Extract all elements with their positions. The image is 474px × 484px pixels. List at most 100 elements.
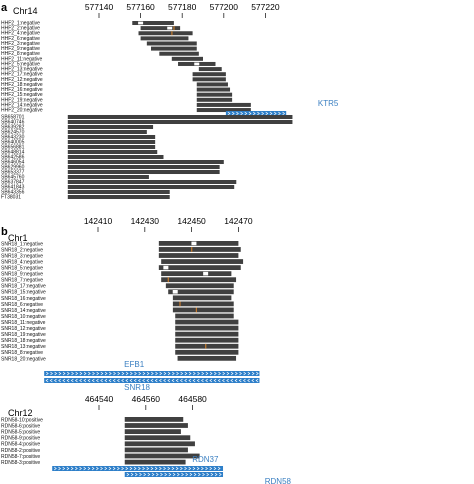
gene-arrow-left-icon <box>100 378 103 383</box>
gene-arrow-right-icon <box>222 371 226 376</box>
read-label: HHF2_16:negative <box>1 87 43 93</box>
gene-arrow-right-icon <box>87 371 91 376</box>
read-bar <box>196 82 228 87</box>
gene-arrow-right-icon <box>74 466 78 471</box>
axis-tick-label: 142430 <box>131 216 160 226</box>
gene-arrow-right-icon <box>142 371 146 376</box>
insertion-mark <box>191 241 197 246</box>
gene-arrow-right-icon <box>158 466 162 471</box>
read-label: HHF2_18:negative <box>1 82 43 88</box>
gene-arrow-right-icon <box>176 371 179 376</box>
gene-arrow-right-icon <box>116 466 120 471</box>
gene-arrow-right-icon <box>137 466 141 471</box>
read-label: SNR18_11:negative <box>1 320 46 326</box>
read-label: SNR18_2:negative <box>1 247 43 253</box>
gene-arrow-left-icon <box>150 378 154 383</box>
chromosome-label: Chr14 <box>13 6 38 16</box>
gene-arrow-right-icon <box>234 371 238 376</box>
gene-arrow-right-icon <box>244 111 248 116</box>
read-label: SNR18_8:negative <box>1 350 43 356</box>
gene-arrow-right-icon <box>159 371 163 376</box>
gene-arrow-right-icon <box>129 466 133 471</box>
read-bar <box>161 259 244 264</box>
gene-arrow-right-icon <box>58 371 62 376</box>
gene-arrow-right-icon <box>134 371 137 376</box>
gene-arrow-right-icon <box>58 466 61 471</box>
read-bar <box>172 307 234 313</box>
read-label: SB645760 <box>1 175 25 181</box>
read-label: HHF2_3:negative <box>1 41 40 47</box>
panel-b: b Chr1 142410 142430 142450 142470 SNR18_1:neg… <box>1 216 260 392</box>
insertion-mark <box>175 21 181 25</box>
gene-arrow-left-icon <box>83 378 87 383</box>
gene-arrow-left-icon <box>116 378 120 383</box>
gene-arrow-right-icon <box>248 111 252 116</box>
read-label: SB641843 <box>1 185 25 191</box>
read-label: HHF2_8:negative <box>1 51 40 57</box>
gene-arrow-left-icon <box>142 378 145 383</box>
read-bar <box>67 170 220 174</box>
gene-arrow-left-icon <box>234 378 238 383</box>
gene-arrow-right-icon <box>163 466 166 471</box>
gene-arrow-right-icon <box>62 466 66 471</box>
axis-tick-label: 577160 <box>126 2 155 12</box>
gene-track <box>52 466 224 471</box>
read-bar <box>67 130 147 134</box>
read-label: SB624570 <box>1 130 25 136</box>
read-bar <box>161 271 232 277</box>
gene-arrow-right-icon <box>53 466 57 471</box>
read-bar <box>161 277 237 283</box>
read-label: SB646054 <box>1 160 25 166</box>
read-bar <box>124 435 191 441</box>
chromosome-label: Chr12 <box>8 408 33 418</box>
gene-arrow-right-icon <box>154 466 158 471</box>
gene-label: SNR18 <box>124 383 150 392</box>
read-label: HHF2_2:negative <box>1 26 40 32</box>
gene-arrow-right-icon <box>227 111 231 116</box>
gene-arrow-right-icon <box>188 371 192 376</box>
gene-arrow-right-icon <box>126 472 130 477</box>
gene-arrow-right-icon <box>167 466 171 471</box>
gene-arrow-right-icon <box>176 472 180 477</box>
gene-arrow-right-icon <box>218 472 222 477</box>
read-bar <box>175 313 234 319</box>
gene-arrow-left-icon <box>158 378 162 383</box>
gene-arrow-left-icon <box>209 378 213 383</box>
gene-arrow-right-icon <box>138 371 142 376</box>
gene-arrow-left-icon <box>247 378 250 383</box>
mismatch-mark <box>167 277 169 283</box>
read-label: SNR18_12:negative <box>1 326 46 332</box>
gene-arrow-right-icon <box>247 371 251 376</box>
read-label: SB653377 <box>1 170 25 176</box>
chromosome-label: Chr1 <box>8 233 28 243</box>
gene-arrow-left-icon <box>196 378 200 383</box>
gene-arrow-right-icon <box>205 371 209 376</box>
read-label: RDN58-6:positive <box>1 423 40 429</box>
gene-arrow-right-icon <box>134 472 138 477</box>
mismatch-mark <box>179 301 181 307</box>
gene-arrow-right-icon <box>113 371 116 376</box>
read-bar <box>198 67 222 72</box>
gene-arrow-left-icon <box>74 378 78 383</box>
gene-arrow-right-icon <box>209 466 213 471</box>
gene-arrow-right-icon <box>273 111 277 116</box>
insertion-mark <box>194 62 200 66</box>
read-label: SNR18_9:negative <box>1 272 43 278</box>
gene-arrow-left-icon <box>163 378 166 383</box>
read-label: SNR18_17:negative <box>1 284 46 290</box>
gene-track <box>44 371 260 376</box>
gene-label: RDN37 <box>192 455 219 464</box>
gene-arrow-left-icon <box>230 378 234 383</box>
gene-arrow-right-icon <box>150 466 154 471</box>
gene-arrow-left-icon <box>238 378 242 383</box>
gene-arrow-right-icon <box>160 472 163 477</box>
read-bar <box>67 195 170 199</box>
gene-arrow-right-icon <box>236 111 239 116</box>
gene-arrow-right-icon <box>155 472 159 477</box>
gene-arrow-right-icon <box>112 466 116 471</box>
read-label: HHF2_13:negative <box>1 67 43 73</box>
gene-arrow-right-icon <box>172 472 176 477</box>
gene-label: EFB1 <box>124 360 145 369</box>
gene-arrow-right-icon <box>100 466 103 471</box>
gene-arrow-right-icon <box>50 371 53 376</box>
